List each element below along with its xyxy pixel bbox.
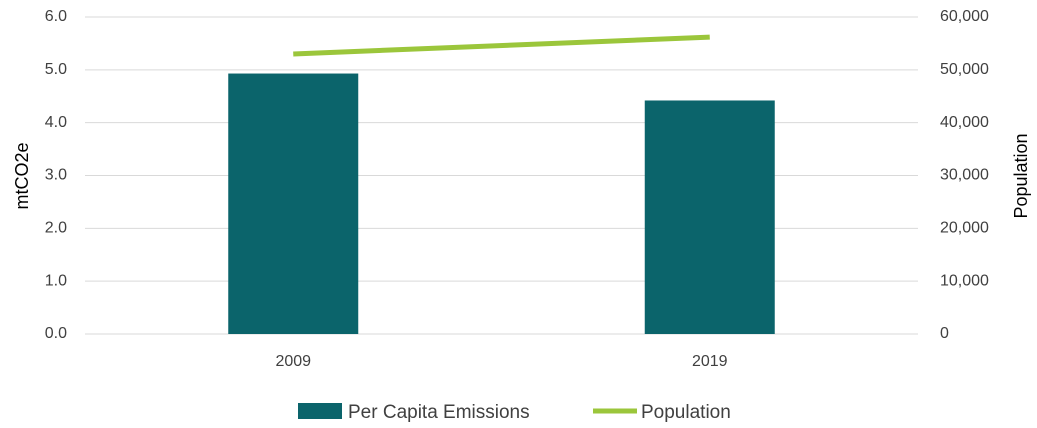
bar-series [228,73,775,334]
line-series [293,34,710,57]
x-axis-ticks: 2009 2019 [275,353,727,370]
x-tick-label: 2009 [275,353,311,370]
right-axis-title: Population [1011,133,1031,218]
left-axis-ticks: 0.0 1.0 2.0 3.0 4.0 5.0 6.0 [45,8,67,342]
bar-2019 [644,100,775,334]
left-tick-label: 0.0 [45,325,67,342]
x-tick-label: 2019 [692,353,728,370]
right-tick-label: 10,000 [940,272,989,289]
left-tick-label: 1.0 [45,272,67,289]
left-tick-label: 4.0 [45,114,67,131]
right-tick-label: 50,000 [940,61,989,78]
right-tick-label: 20,000 [940,220,989,237]
legend: Per Capita Emissions Population [298,402,731,423]
right-axis-ticks: 0 10,000 20,000 30,000 40,000 50,000 60,000 [940,8,989,342]
legend-label-population: Population [641,402,731,423]
right-tick-label: 0 [940,325,949,342]
right-tick-label: 60,000 [940,8,989,25]
gridlines [85,16,918,335]
legend-label-per-capita-emissions: Per Capita Emissions [348,402,530,423]
left-axis-title: mtCO2e [12,142,32,209]
left-tick-label: 6.0 [45,8,67,25]
left-tick-label: 2.0 [45,220,67,237]
legend-swatch-per-capita-emissions [298,403,342,419]
left-tick-label: 3.0 [45,167,67,184]
bar-2009 [228,73,359,334]
right-tick-label: 40,000 [940,114,989,131]
right-tick-label: 30,000 [940,167,989,184]
left-tick-label: 5.0 [45,61,67,78]
population-line [293,34,710,57]
